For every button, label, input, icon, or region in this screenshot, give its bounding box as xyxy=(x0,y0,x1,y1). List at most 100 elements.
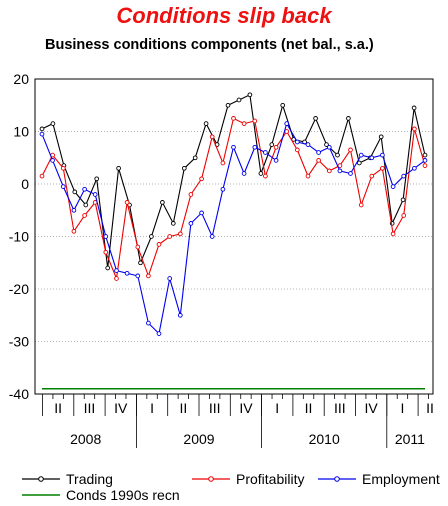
data-point-employment xyxy=(316,150,321,155)
legend-label-employment: Employment xyxy=(362,471,440,487)
data-point-employment xyxy=(422,158,428,163)
data-point-employment xyxy=(114,268,119,273)
data-point-employment xyxy=(390,184,396,189)
data-point-employment xyxy=(412,165,417,171)
data-point-employment xyxy=(273,158,279,163)
data-point-profitability xyxy=(199,176,204,182)
data-point-trading xyxy=(346,116,351,121)
data-point-employment xyxy=(71,207,77,213)
data-point-profitability xyxy=(209,134,215,140)
x-quarter-label: III xyxy=(334,400,346,416)
data-point-employment xyxy=(39,131,45,137)
data-point-profitability xyxy=(167,234,173,239)
data-point-profitability xyxy=(316,158,321,163)
y-tick-label: -30 xyxy=(9,334,29,350)
legend-marker-trading xyxy=(38,476,44,482)
data-point-employment xyxy=(199,210,204,216)
data-point-profitability xyxy=(252,118,258,124)
data-point-employment xyxy=(401,173,407,179)
data-point-employment xyxy=(135,273,141,279)
gridlines xyxy=(35,131,433,342)
legend: Trading Profitability Employment Conds 1… xyxy=(22,471,440,503)
plot-frame xyxy=(34,78,434,395)
data-point-profitability xyxy=(390,231,396,237)
y-tick-label: 10 xyxy=(13,124,29,140)
data-point-trading xyxy=(149,234,154,239)
data-point-trading xyxy=(335,152,340,158)
data-point-trading xyxy=(83,202,89,208)
data-point-profitability xyxy=(273,144,279,150)
data-point-trading xyxy=(170,221,176,226)
data-point-trading xyxy=(356,160,362,166)
data-point-employment xyxy=(60,184,66,189)
data-point-trading xyxy=(324,142,329,147)
data-point-profitability xyxy=(220,160,226,166)
data-point-trading xyxy=(247,92,253,98)
legend-item-trading: Trading xyxy=(22,471,113,487)
data-point-profitability xyxy=(177,231,183,237)
data-point-trading xyxy=(138,260,143,266)
data-point-trading xyxy=(50,121,56,126)
x-quarter-label: IV xyxy=(114,400,128,416)
data-point-trading xyxy=(181,165,187,171)
data-point-profitability xyxy=(380,165,385,171)
data-point-profitability xyxy=(401,213,407,218)
x-quarter-label: III xyxy=(84,400,96,416)
data-point-employment xyxy=(284,121,290,126)
x-quarter-label: III xyxy=(209,400,221,416)
x-quarter-label: II xyxy=(426,400,434,416)
y-tick-label: -20 xyxy=(9,281,29,297)
data-point-trading xyxy=(72,189,78,195)
data-point-employment xyxy=(326,144,332,150)
x-quarter-label: II xyxy=(54,400,62,416)
x-quarter-label: I xyxy=(150,400,154,416)
y-axis: 20 10 0 -10 -20 -30 -40 xyxy=(9,71,29,402)
data-point-employment xyxy=(209,234,215,239)
data-point-profitability xyxy=(231,116,236,121)
y-tick-label: 0 xyxy=(21,176,29,192)
data-point-profitability xyxy=(305,173,311,179)
x-year-label: 2010 xyxy=(309,431,340,447)
data-point-profitability xyxy=(422,163,428,168)
data-point-employment xyxy=(263,150,268,155)
data-point-trading xyxy=(225,102,231,108)
data-point-employment xyxy=(252,144,258,150)
data-point-trading xyxy=(378,134,384,140)
x-quarter-label: IV xyxy=(239,400,253,416)
legend-label-profitability: Profitability xyxy=(236,471,304,487)
series-layer xyxy=(39,92,428,390)
data-point-trading xyxy=(236,97,242,103)
data-point-profitability xyxy=(60,165,66,171)
data-point-profitability xyxy=(82,213,87,218)
data-point-trading xyxy=(411,105,417,111)
x-year-label: 2011 xyxy=(395,431,425,447)
data-point-employment xyxy=(358,152,364,158)
data-point-profitability xyxy=(39,173,45,179)
data-point-profitability xyxy=(114,276,119,281)
legend-label-recession: Conds 1990s recn xyxy=(66,487,180,503)
y-tick-label: -10 xyxy=(9,229,29,245)
data-point-profitability xyxy=(124,200,130,205)
data-point-profitability xyxy=(156,242,162,247)
data-point-profitability xyxy=(348,147,353,153)
data-point-profitability xyxy=(358,202,364,208)
data-point-profitability xyxy=(412,126,417,132)
legend-marker-profitability xyxy=(208,476,214,482)
data-point-employment xyxy=(188,221,194,226)
data-point-trading xyxy=(94,176,100,182)
data-point-trading xyxy=(258,171,264,176)
x-quarter-label: I xyxy=(401,400,405,416)
legend-item-employment: Employment xyxy=(318,471,440,487)
data-point-employment xyxy=(220,186,226,192)
data-point-employment xyxy=(92,192,98,197)
data-point-profitability xyxy=(294,147,300,153)
x-quarter-label: IV xyxy=(365,400,379,416)
data-point-employment xyxy=(348,171,353,176)
data-point-profitability xyxy=(135,244,141,250)
data-point-employment xyxy=(156,331,162,336)
y-tick-label: 20 xyxy=(13,71,29,87)
data-point-trading xyxy=(280,102,286,108)
data-point-trading xyxy=(269,142,275,147)
